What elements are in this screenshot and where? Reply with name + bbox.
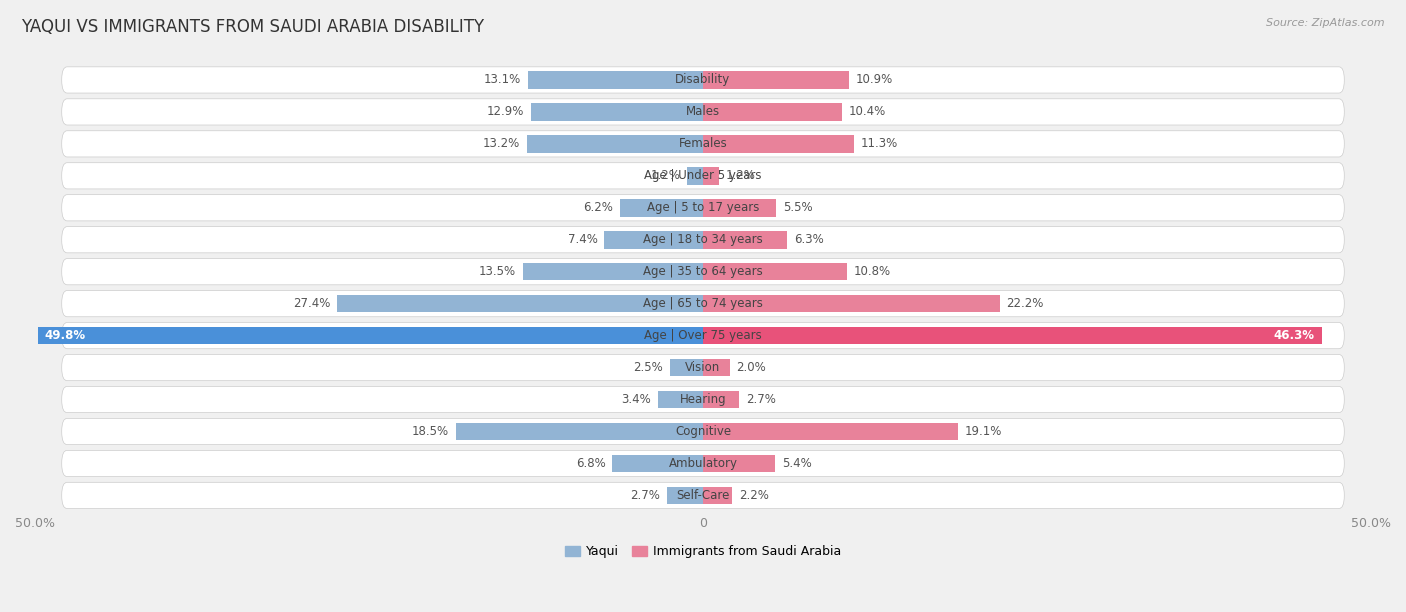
Text: Hearing: Hearing — [679, 393, 727, 406]
Text: 6.3%: 6.3% — [794, 233, 824, 246]
Bar — [669, 359, 703, 376]
Text: 2.7%: 2.7% — [630, 489, 661, 502]
Text: 18.5%: 18.5% — [412, 425, 449, 438]
Bar — [38, 327, 703, 345]
FancyBboxPatch shape — [62, 259, 1344, 285]
Text: 22.2%: 22.2% — [1007, 297, 1043, 310]
Text: 27.4%: 27.4% — [292, 297, 330, 310]
Bar — [703, 103, 842, 121]
Text: 10.9%: 10.9% — [855, 73, 893, 86]
Bar — [703, 135, 853, 152]
FancyBboxPatch shape — [62, 195, 1344, 221]
FancyBboxPatch shape — [62, 131, 1344, 157]
Text: 5.5%: 5.5% — [783, 201, 813, 214]
Bar — [456, 423, 703, 440]
FancyBboxPatch shape — [62, 354, 1344, 381]
Text: Source: ZipAtlas.com: Source: ZipAtlas.com — [1267, 18, 1385, 28]
Bar — [620, 199, 703, 217]
Bar — [658, 390, 703, 408]
Bar — [703, 263, 848, 280]
Bar — [523, 263, 703, 280]
FancyBboxPatch shape — [62, 291, 1344, 317]
Text: Disability: Disability — [675, 73, 731, 86]
Text: 49.8%: 49.8% — [45, 329, 86, 342]
Bar — [703, 359, 730, 376]
Text: 46.3%: 46.3% — [1274, 329, 1315, 342]
Text: Age | Over 75 years: Age | Over 75 years — [644, 329, 762, 342]
Bar — [605, 231, 703, 248]
Text: 13.1%: 13.1% — [484, 73, 522, 86]
Text: 1.2%: 1.2% — [651, 170, 681, 182]
Text: 13.5%: 13.5% — [479, 265, 516, 278]
Text: Age | 5 to 17 years: Age | 5 to 17 years — [647, 201, 759, 214]
Text: Age | 35 to 64 years: Age | 35 to 64 years — [643, 265, 763, 278]
Bar — [527, 135, 703, 152]
Text: 3.4%: 3.4% — [621, 393, 651, 406]
Text: Age | 18 to 34 years: Age | 18 to 34 years — [643, 233, 763, 246]
Bar — [703, 327, 1322, 345]
Bar — [703, 455, 775, 472]
Text: Self-Care: Self-Care — [676, 489, 730, 502]
Bar — [337, 295, 703, 313]
Text: 10.4%: 10.4% — [849, 105, 886, 118]
Text: 2.7%: 2.7% — [745, 393, 776, 406]
FancyBboxPatch shape — [62, 163, 1344, 189]
Text: 12.9%: 12.9% — [486, 105, 524, 118]
FancyBboxPatch shape — [62, 99, 1344, 125]
Text: 13.2%: 13.2% — [482, 137, 520, 151]
Bar — [529, 71, 703, 89]
FancyBboxPatch shape — [62, 450, 1344, 477]
Text: Cognitive: Cognitive — [675, 425, 731, 438]
Text: Vision: Vision — [685, 361, 721, 374]
Text: 2.2%: 2.2% — [740, 489, 769, 502]
Bar — [703, 167, 718, 185]
FancyBboxPatch shape — [62, 482, 1344, 509]
Text: 2.5%: 2.5% — [633, 361, 662, 374]
FancyBboxPatch shape — [62, 226, 1344, 253]
Text: Age | Under 5 years: Age | Under 5 years — [644, 170, 762, 182]
Text: 7.4%: 7.4% — [568, 233, 598, 246]
Bar — [703, 295, 1000, 313]
FancyBboxPatch shape — [62, 67, 1344, 93]
Bar — [703, 199, 776, 217]
Text: Ambulatory: Ambulatory — [668, 457, 738, 470]
Bar — [703, 487, 733, 504]
Text: 10.8%: 10.8% — [853, 265, 891, 278]
Bar — [666, 487, 703, 504]
Bar — [530, 103, 703, 121]
FancyBboxPatch shape — [62, 386, 1344, 412]
Bar — [703, 71, 849, 89]
FancyBboxPatch shape — [62, 419, 1344, 444]
Text: YAQUI VS IMMIGRANTS FROM SAUDI ARABIA DISABILITY: YAQUI VS IMMIGRANTS FROM SAUDI ARABIA DI… — [21, 18, 484, 36]
Legend: Yaqui, Immigrants from Saudi Arabia: Yaqui, Immigrants from Saudi Arabia — [560, 540, 846, 563]
Text: 6.2%: 6.2% — [583, 201, 613, 214]
Text: Age | 65 to 74 years: Age | 65 to 74 years — [643, 297, 763, 310]
Text: 11.3%: 11.3% — [860, 137, 898, 151]
Text: 5.4%: 5.4% — [782, 457, 811, 470]
Bar — [703, 390, 740, 408]
Text: 1.2%: 1.2% — [725, 170, 755, 182]
Text: Males: Males — [686, 105, 720, 118]
Bar — [703, 423, 957, 440]
Bar — [703, 231, 787, 248]
Text: 2.0%: 2.0% — [737, 361, 766, 374]
Text: 6.8%: 6.8% — [575, 457, 606, 470]
Bar — [612, 455, 703, 472]
Text: Females: Females — [679, 137, 727, 151]
Text: 19.1%: 19.1% — [965, 425, 1002, 438]
FancyBboxPatch shape — [62, 323, 1344, 349]
Bar — [688, 167, 703, 185]
